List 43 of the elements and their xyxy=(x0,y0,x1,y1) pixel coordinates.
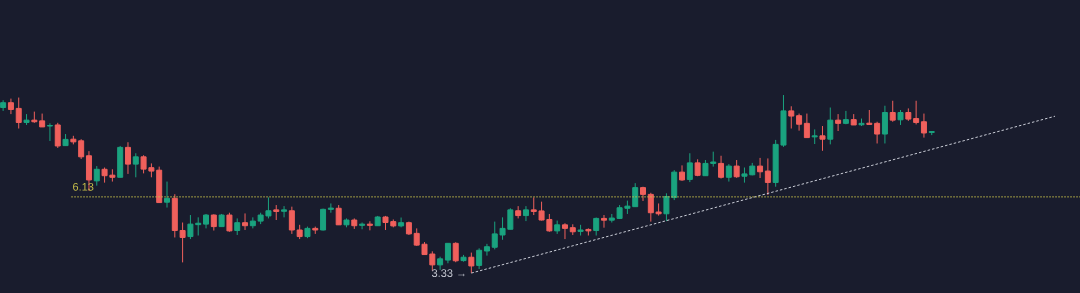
annotation: 3.33 → xyxy=(431,269,465,277)
candlestick xyxy=(476,247,483,270)
candlestick xyxy=(920,113,927,139)
candlestick xyxy=(7,98,14,115)
candlestick xyxy=(718,155,725,180)
candlestick xyxy=(874,121,881,144)
candlestick xyxy=(788,105,795,130)
candlestick xyxy=(124,141,131,175)
candlestick xyxy=(889,100,896,123)
candlestick xyxy=(281,205,288,218)
candlestick xyxy=(819,125,826,152)
candlestick xyxy=(366,220,373,231)
candlestick xyxy=(483,243,490,257)
candlestick xyxy=(913,100,920,125)
candlestick xyxy=(803,113,810,139)
candlestick xyxy=(842,110,849,125)
candlestick xyxy=(288,206,295,235)
candlestick xyxy=(835,113,842,132)
candlestick xyxy=(757,157,764,179)
candlestick xyxy=(452,241,459,263)
candlestick xyxy=(686,152,693,183)
candlestick xyxy=(866,109,873,125)
candlestick xyxy=(164,181,170,209)
candlestick xyxy=(132,152,139,178)
candlestick xyxy=(39,113,46,128)
candlestick xyxy=(226,212,233,233)
candlestick xyxy=(764,157,771,196)
candlestick xyxy=(468,252,475,274)
candlestick xyxy=(15,97,22,130)
candlestick xyxy=(663,192,670,222)
candlestick xyxy=(601,214,607,229)
candlestick xyxy=(444,242,451,264)
candlestick xyxy=(46,122,53,142)
candlestick xyxy=(327,202,334,214)
candlestick xyxy=(522,205,529,222)
candlestick xyxy=(827,107,834,145)
candlestick xyxy=(335,204,342,226)
candlestick xyxy=(93,165,100,187)
candlestick xyxy=(881,105,888,144)
candlestick xyxy=(242,212,249,231)
candlestick xyxy=(561,222,568,240)
candlestick xyxy=(0,99,7,112)
candlestick xyxy=(54,122,61,149)
